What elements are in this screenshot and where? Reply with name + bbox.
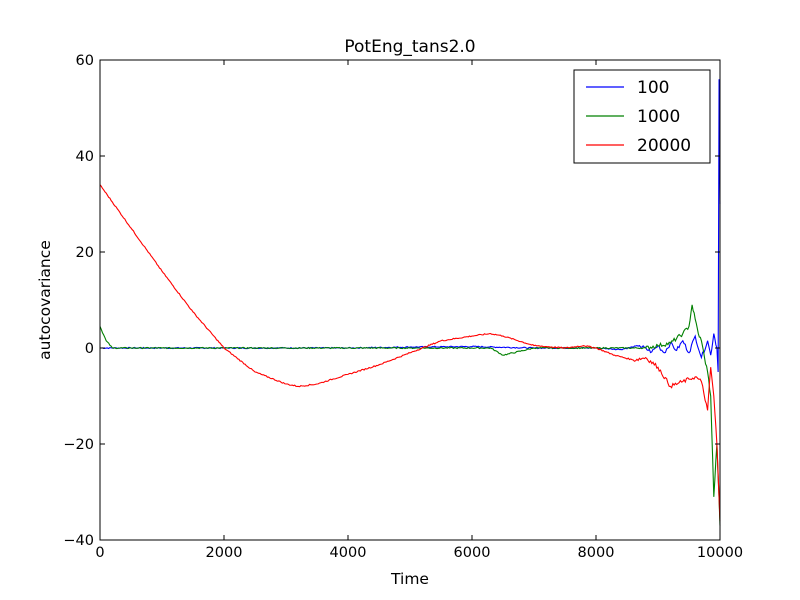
plot-frame [99,59,721,541]
x-tick-label: 4000 [330,545,367,561]
x-tick-label: 10000 [697,545,743,561]
y-tick-label: 40 [76,149,94,165]
legend-label: 100 [637,78,669,98]
y-tick-label: 0 [85,341,94,357]
y-axis-label: autocovariance [36,240,54,360]
x-tick-label: 2000 [206,545,243,561]
x-tick-label: 6000 [454,545,491,561]
series-line-20000 [99,184,721,521]
chart-title: PotEng_tans2.0 [344,37,475,57]
x-axis-label: Time [390,570,429,588]
legend-label: 20000 [637,136,691,156]
tick-layer: 0 2000 4000 6000 8000 10000 −40 −20 0 20 40 60 [63,53,743,561]
y-tick-label: −20 [63,437,94,453]
legend: 100 1000 20000 [573,69,711,164]
y-tick-label: 60 [76,53,94,69]
x-tick-label: 0 [95,545,104,561]
legend-label: 1000 [637,107,680,127]
series-layer [99,79,721,526]
y-tick-label: 20 [76,245,94,261]
series-line-1000 [99,304,721,526]
y-tick-label: −40 [63,533,94,549]
x-tick-label: 8000 [578,545,615,561]
